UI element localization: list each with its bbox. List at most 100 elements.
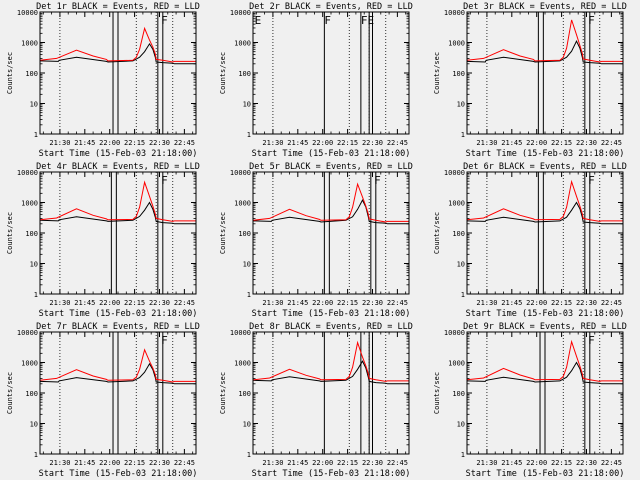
panel-title: Det 8r BLACK = Events, RED = LLD [249, 322, 413, 332]
y-tick-label: 10000 [444, 329, 465, 337]
series-events [252, 198, 409, 225]
plot-frame [466, 171, 624, 295]
plot-frame [252, 11, 410, 135]
y-axis-label: Counts/sec [219, 212, 227, 254]
region-letter: E [255, 14, 262, 27]
region-letter: F [361, 14, 368, 27]
x-tick-label: 22:45 [387, 299, 408, 307]
panel-title: Det 1r BLACK = Events, RED = LLD [36, 2, 200, 12]
y-tick-label: 10000 [444, 9, 465, 17]
x-tick-label: 21:45 [74, 139, 95, 147]
x-tick-label: 21:30 [476, 139, 497, 147]
y-tick-label: 1 [247, 131, 251, 139]
y-tick-label: 100 [452, 390, 465, 398]
y-tick-label: 1 [34, 451, 38, 459]
x-tick-label: 21:45 [74, 459, 95, 467]
y-tick-label: 100 [25, 230, 38, 238]
panel-title: Det 6r BLACK = Events, RED = LLD [463, 162, 627, 172]
x-tick-label: 21:30 [476, 299, 497, 307]
x-tick-label: 22:15 [337, 299, 358, 307]
x-axis-label: Start Time (15-Feb-03 21:18:00) [252, 469, 411, 479]
y-tick-label: 10 [457, 101, 465, 109]
x-tick-label: 22:30 [149, 139, 170, 147]
x-tick-label: 22:00 [312, 459, 333, 467]
x-tick-label: 22:45 [174, 299, 195, 307]
x-axis-label: Start Time (15-Feb-03 21:18:00) [252, 149, 411, 159]
x-tick-label: 21:30 [476, 459, 497, 467]
y-tick-label: 1 [247, 451, 251, 459]
plot-frame [39, 331, 197, 455]
series-events [252, 360, 409, 385]
y-tick-label: 100 [238, 70, 251, 78]
series-lld [466, 179, 623, 222]
x-tick-label: 21:45 [74, 299, 95, 307]
x-tick-label: 21:30 [262, 299, 283, 307]
x-tick-label: 22:30 [149, 459, 170, 467]
plot-frame [39, 11, 197, 135]
x-tick-label: 21:45 [287, 299, 308, 307]
x-tick-label: 22:15 [337, 459, 358, 467]
y-tick-label: 100 [238, 230, 251, 238]
y-axis-label: Counts/sec [6, 372, 14, 414]
panel-det-6: Det 6r BLACK = Events, RED = LLD Counts/s… [433, 162, 627, 319]
x-tick-label: 22:45 [601, 139, 622, 147]
panel-det-1: Det 1r BLACK = Events, RED = LLD Counts/s… [6, 2, 200, 159]
y-tick-label: 1000 [448, 40, 465, 48]
y-tick-label: 1 [247, 291, 251, 299]
x-tick-label: 21:45 [287, 139, 308, 147]
y-tick-label: 100 [452, 230, 465, 238]
x-tick-label: 22:45 [601, 459, 622, 467]
x-tick-label: 22:15 [551, 459, 572, 467]
x-tick-label: 22:15 [337, 139, 358, 147]
panel-det-5: Det 5r BLACK = Events, RED = LLD Counts/s… [219, 162, 413, 319]
y-tick-label: 10 [30, 261, 38, 269]
x-tick-label: 22:00 [526, 299, 547, 307]
y-tick-label: 1 [34, 291, 38, 299]
y-tick-label: 1000 [234, 200, 251, 208]
y-axis-label: Counts/sec [433, 372, 441, 414]
y-tick-label: 10000 [230, 169, 251, 177]
x-tick-label: 22:00 [312, 139, 333, 147]
panel-det-2: Det 2r BLACK = Events, RED = LLD Counts/s… [219, 2, 413, 159]
x-axis-label: Start Time (15-Feb-03 21:18:00) [466, 309, 625, 319]
x-tick-label: 21:45 [287, 459, 308, 467]
y-tick-label: 10 [243, 101, 251, 109]
x-tick-label: 22:30 [362, 139, 383, 147]
x-axis-label: Start Time (15-Feb-03 21:18:00) [252, 309, 411, 319]
plot-frame [252, 331, 410, 455]
series-lld [39, 180, 196, 222]
x-tick-label: 22:45 [387, 139, 408, 147]
panel-title: Det 7r BLACK = Events, RED = LLD [36, 322, 200, 332]
x-tick-label: 21:30 [49, 299, 70, 307]
series-events [39, 42, 196, 65]
x-tick-label: 22:15 [124, 299, 145, 307]
x-tick-label: 22:45 [387, 459, 408, 467]
panel-det-4: Det 4r BLACK = Events, RED = LLD Counts/s… [6, 162, 200, 319]
y-axis-label: Counts/sec [433, 212, 441, 254]
x-tick-label: 22:00 [526, 459, 547, 467]
x-tick-label: 22:30 [362, 299, 383, 307]
y-tick-label: 100 [238, 390, 251, 398]
region-letter: F [374, 174, 381, 187]
x-tick-label: 22:00 [99, 299, 120, 307]
panel-title: Det 9r BLACK = Events, RED = LLD [463, 322, 627, 332]
x-tick-label: 22:00 [526, 139, 547, 147]
y-tick-label: 10000 [230, 9, 251, 17]
series-events [466, 201, 623, 225]
y-tick-label: 1000 [234, 360, 251, 368]
panel-title: Det 3r BLACK = Events, RED = LLD [463, 2, 627, 12]
y-tick-label: 1 [461, 291, 465, 299]
y-tick-label: 1000 [448, 360, 465, 368]
panel-det-3: Det 3r BLACK = Events, RED = LLD Counts/s… [433, 2, 627, 159]
plot-frame [466, 331, 624, 455]
x-tick-label: 21:30 [49, 459, 70, 467]
series-lld [252, 340, 409, 382]
y-tick-label: 10 [30, 421, 38, 429]
plot-frame [466, 11, 624, 135]
x-tick-label: 22:30 [576, 299, 597, 307]
y-tick-label: 1000 [448, 200, 465, 208]
x-tick-label: 22:30 [576, 459, 597, 467]
plot-frame [39, 171, 197, 295]
y-tick-label: 1000 [21, 200, 38, 208]
